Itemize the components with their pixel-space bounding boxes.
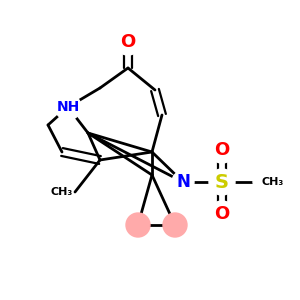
Text: CH₃: CH₃ (51, 187, 73, 197)
Text: S: S (215, 172, 229, 191)
Circle shape (172, 171, 194, 193)
Text: O: O (120, 33, 136, 51)
Text: O: O (214, 141, 230, 159)
Circle shape (55, 94, 81, 120)
Circle shape (253, 177, 263, 187)
Text: NH: NH (56, 100, 80, 114)
Text: CH₃: CH₃ (261, 177, 283, 187)
Circle shape (209, 169, 235, 195)
Circle shape (115, 29, 141, 55)
Text: N: N (176, 173, 190, 191)
Circle shape (209, 137, 235, 163)
Circle shape (209, 201, 235, 227)
Text: O: O (214, 205, 230, 223)
Circle shape (126, 213, 150, 237)
Circle shape (163, 213, 187, 237)
